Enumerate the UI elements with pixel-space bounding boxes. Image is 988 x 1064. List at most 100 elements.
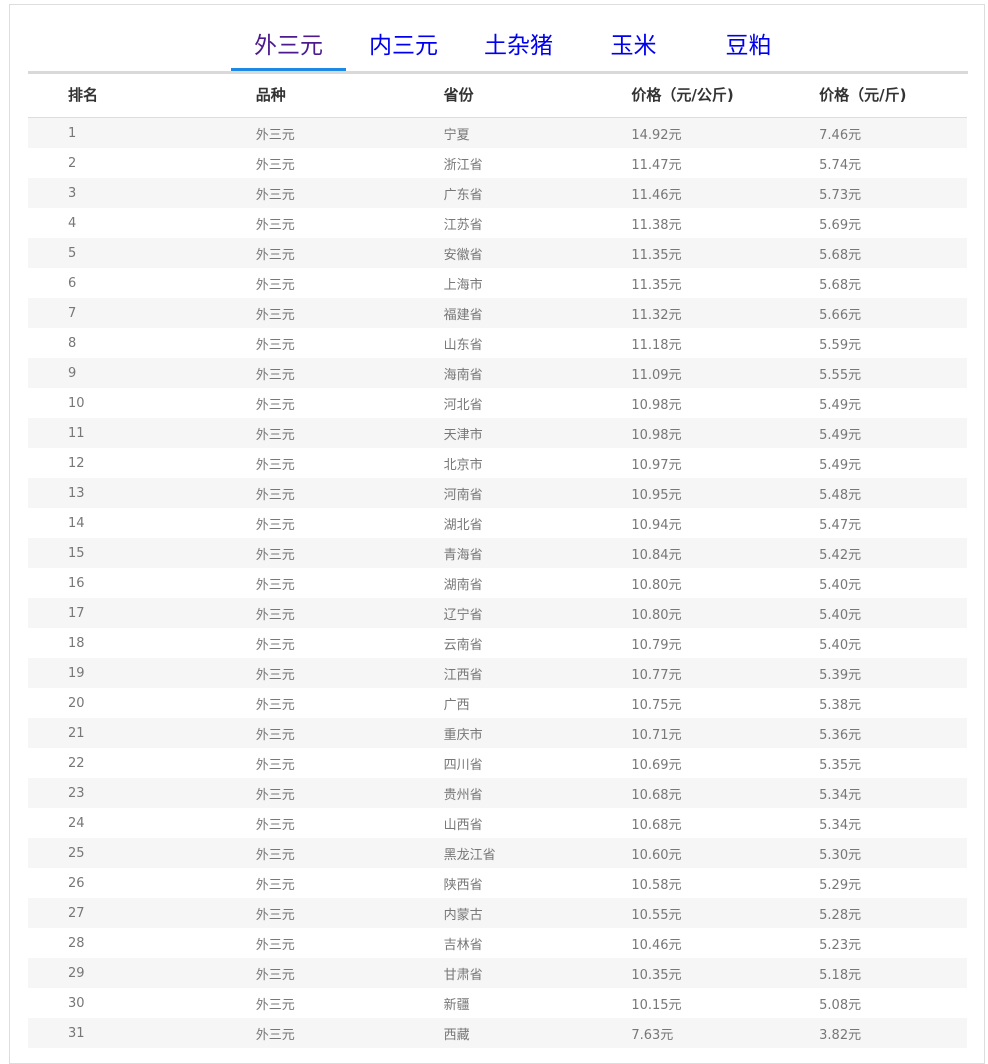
price-jin-cell: 5.18元 — [779, 958, 967, 988]
table-row: 12 外三元 北京市 10.97元 5.49元 — [28, 448, 967, 478]
breed-cell: 外三元 — [215, 358, 404, 388]
province-cell: 云南省 — [443, 637, 483, 653]
header-rank: 排名 — [28, 72, 216, 118]
rank-cell: 21 — [28, 718, 216, 748]
rank-cell: 3 — [28, 178, 216, 208]
price-jin-cell: 5.28元 — [779, 898, 967, 928]
price-jin-cell: 5.74元 — [819, 157, 862, 173]
rank-cell: 5 — [28, 238, 216, 268]
province-cell: 天津市 — [403, 418, 592, 448]
price-kg-cell: 11.38元 — [631, 217, 682, 233]
tab-yumi[interactable]: 玉米 — [610, 33, 657, 59]
breed-cell: 外三元 — [255, 157, 295, 173]
breed-cell: 外三元 — [215, 238, 404, 268]
table-row: 20 外三元 广西 10.75元 5.38元 — [28, 688, 967, 718]
breed-cell: 外三元 — [255, 997, 295, 1013]
rank-cell: 31 — [28, 1018, 216, 1048]
price-jin-cell: 5.66元 — [779, 298, 967, 328]
table-row: 18 外三元 云南省 10.79元 5.40元 — [28, 628, 967, 658]
table-row: 8 外三元 山东省 11.18元 5.59元 — [28, 328, 967, 358]
province-cell: 西藏 — [403, 1018, 592, 1048]
table-row: 23 外三元 贵州省 10.68元 5.34元 — [28, 778, 967, 808]
breed-cell: 外三元 — [215, 778, 404, 808]
province-cell: 江西省 — [403, 658, 592, 688]
table-row: 13 外三元 河南省 10.95元 5.48元 — [28, 478, 967, 508]
tab-neisanyuan[interactable]: 内三元 — [369, 33, 438, 59]
province-cell: 陕西省 — [443, 877, 483, 893]
province-cell: 江苏省 — [443, 217, 483, 233]
price-jin-cell: 5.36元 — [779, 718, 967, 748]
header-province: 省份 — [403, 72, 592, 118]
tab-waisanyuan[interactable]: 外三元 — [231, 30, 346, 71]
rank-cell: 25 — [28, 838, 216, 868]
province-cell: 山东省 — [443, 337, 483, 353]
province-cell: 青海省 — [403, 538, 592, 568]
breed-cell: 外三元 — [215, 478, 404, 508]
price-jin-cell: 5.55元 — [779, 358, 967, 388]
price-jin-cell: 5.40元 — [819, 577, 862, 593]
price-kg-cell: 10.69元 — [631, 757, 682, 773]
province-cell: 河北省 — [443, 397, 483, 413]
rank-cell: 28 — [68, 935, 85, 951]
table-row: 14 外三元 湖北省 10.94元 5.47元 — [28, 508, 967, 538]
price-jin-cell: 5.39元 — [779, 658, 967, 688]
breed-cell: 外三元 — [215, 418, 404, 448]
price-kg-cell: 10.94元 — [631, 517, 682, 533]
province-cell: 四川省 — [443, 757, 483, 773]
price-kg-cell: 11.35元 — [591, 238, 780, 268]
price-jin-cell: 5.69元 — [819, 217, 862, 233]
breed-cell: 外三元 — [255, 757, 295, 773]
price-jin-cell: 5.30元 — [779, 838, 967, 868]
rank-cell: 10 — [68, 395, 85, 411]
table-row: 21 外三元 重庆市 10.71元 5.36元 — [28, 718, 967, 748]
header-breed: 品种 — [215, 72, 404, 118]
price-kg-cell: 10.15元 — [631, 997, 682, 1013]
breed-cell: 外三元 — [255, 937, 295, 953]
price-kg-cell: 10.95元 — [591, 478, 780, 508]
table-row: 1 外三元 宁夏 14.92元 7.46元 — [28, 117, 967, 148]
province-cell: 湖南省 — [443, 577, 483, 593]
table-row: 10 外三元 河北省 10.98元 5.49元 — [28, 388, 967, 418]
price-jin-cell: 5.38元 — [819, 697, 862, 713]
rank-cell: 15 — [28, 538, 216, 568]
price-kg-cell: 10.60元 — [591, 838, 780, 868]
header-price-jin: 价格（元/斤) — [779, 72, 967, 118]
rank-cell: 20 — [68, 695, 85, 711]
table-row: 16 外三元 湖南省 10.80元 5.40元 — [28, 568, 967, 598]
table-row: 6 外三元 上海市 11.35元 5.68元 — [28, 268, 967, 298]
rank-cell: 24 — [68, 815, 85, 831]
breed-cell: 外三元 — [215, 1018, 404, 1048]
price-jin-cell: 5.08元 — [819, 997, 862, 1013]
price-kg-cell: 10.71元 — [591, 718, 780, 748]
price-jin-cell: 5.68元 — [779, 238, 967, 268]
rank-cell: 22 — [68, 755, 85, 771]
price-kg-cell: 10.84元 — [591, 538, 780, 568]
tab-tuzazhu[interactable]: 土杂猪 — [484, 33, 553, 59]
header-price-kg: 价格（元/公斤) — [591, 72, 780, 118]
province-cell: 辽宁省 — [403, 598, 592, 628]
price-kg-cell: 10.68元 — [631, 817, 682, 833]
rank-cell: 14 — [68, 515, 85, 531]
province-cell: 安徽省 — [403, 238, 592, 268]
province-cell: 广东省 — [403, 178, 592, 208]
rank-cell: 27 — [28, 898, 216, 928]
table-row: 5 外三元 安徽省 11.35元 5.68元 — [28, 238, 967, 268]
price-jin-cell: 5.49元 — [779, 418, 967, 448]
price-jin-cell: 5.49元 — [819, 457, 862, 473]
price-jin-cell: 5.48元 — [779, 478, 967, 508]
table-row: 4 外三元 江苏省 11.38元 5.69元 — [28, 208, 967, 238]
price-kg-cell: 10.68元 — [591, 778, 780, 808]
tab-doupo[interactable]: 豆粕 — [725, 33, 772, 59]
breed-cell: 外三元 — [215, 958, 404, 988]
province-cell: 河南省 — [403, 478, 592, 508]
breed-cell: 外三元 — [215, 838, 404, 868]
price-kg-cell: 10.46元 — [631, 937, 682, 953]
rank-cell: 23 — [28, 778, 216, 808]
rank-cell: 7 — [28, 298, 216, 328]
rank-cell: 30 — [68, 995, 85, 1011]
table-row: 7 外三元 福建省 11.32元 5.66元 — [28, 298, 967, 328]
price-jin-cell: 5.23元 — [819, 937, 862, 953]
rank-cell: 1 — [28, 117, 216, 148]
table-row: 30 外三元 新疆 10.15元 5.08元 — [28, 988, 967, 1018]
province-cell: 上海市 — [443, 277, 483, 293]
